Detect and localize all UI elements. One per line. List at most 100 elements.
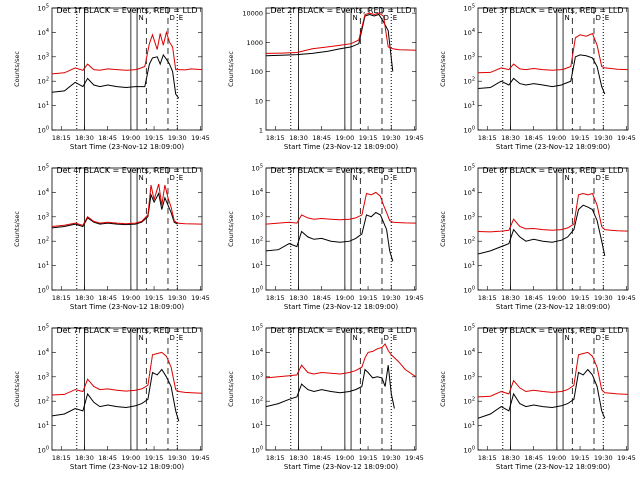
time-marker-label: D [383,14,388,22]
x-tick-label: 18:15 [266,294,285,302]
x-tick-label: 19:45 [405,454,424,462]
time-marker-label: E [393,174,397,182]
y-tick-label: 100 [252,286,263,295]
y-tick-label: 101 [464,101,475,110]
y-axis-label: Counts/sec [13,371,21,407]
x-tick-label: 18:45 [524,294,543,302]
y-tick-label: 100 [38,286,49,295]
y-axis-label: Counts/sec [439,371,447,407]
y-tick-label: 101 [252,261,263,270]
x-tick-label: 18:30 [501,294,520,302]
y-tick-label: 104 [38,28,49,37]
time-marker-label: D [383,174,388,182]
plot-frame [265,167,417,291]
x-tick-label: 19:45 [617,294,636,302]
y-tick-label: 101 [464,261,475,270]
y-tick-label: 102 [38,237,49,246]
y-tick-label: 1000 [246,39,263,47]
chart-panel-1: Det 1f BLACK = Events, RED = LLD 100 101 10… [13,4,210,152]
chart-panel-8: Det 8f BLACK = Events, RED = LLD 100 101 10… [227,324,424,472]
x-tick-label: 19:00 [335,134,354,142]
y-tick-label: 104 [252,188,263,197]
chart-panel-4: Det 4f BLACK = Events, RED = LLD 100 101 10… [13,164,210,312]
x-tick-label: 18:45 [524,454,543,462]
x-axis-label: Start Time (23-Nov-12 18:09:00) [496,463,610,471]
y-tick-label: 100 [464,446,475,455]
chart-panel-5: Det 5f BLACK = Events, RED = LLD 100 101 10… [227,164,424,312]
y-tick-label: 100 [464,286,475,295]
time-marker-label: D [595,14,600,22]
y-tick-label: 102 [38,397,49,406]
chart-title: Det 9f BLACK = Events, RED = LLD [482,326,623,335]
plot-frame [477,167,629,291]
x-tick-label: 18:15 [52,134,71,142]
chart-title: Det 5f BLACK = Events, RED = LLD [270,166,411,175]
x-tick-label: 19:30 [594,294,613,302]
x-tick-label: 19:15 [571,454,590,462]
x-tick-label: 18:15 [478,454,497,462]
series-line-events [266,211,394,262]
x-tick-label: 19:45 [191,294,210,302]
y-tick-label: 1 [259,127,263,135]
time-marker-label: N [139,174,144,182]
y-tick-label: 102 [252,397,263,406]
x-axis-label: Start Time (23-Nov-12 18:09:00) [284,463,398,471]
series-line-events [478,368,606,419]
time-marker-label: N [565,334,570,342]
plot-frame [51,167,203,291]
series-line-lld [52,183,202,227]
y-tick-label: 103 [252,372,263,381]
y-tick-label: 101 [38,101,49,110]
y-tick-label: 103 [252,212,263,221]
x-tick-label: 19:45 [617,134,636,142]
x-tick-label: 19:00 [547,454,566,462]
series-line-lld [266,12,416,54]
x-tick-label: 19:45 [405,134,424,142]
plot-frame [51,327,203,451]
y-tick-label: 105 [464,164,475,173]
time-marker-label: D [169,14,174,22]
chart-title: Det 4f BLACK = Events, RED = LLD [56,166,197,175]
series-line-lld [266,343,416,379]
y-tick-label: 104 [38,348,49,357]
series-line-events [52,53,180,99]
plot-frame [265,7,417,131]
x-tick-label: 18:45 [98,294,117,302]
y-tick-label: 101 [38,421,49,430]
y-tick-label: 102 [38,77,49,86]
x-tick-label: 19:30 [594,134,613,142]
time-marker-label: D [169,174,174,182]
y-tick-label: 103 [464,212,475,221]
chart-title: Det 2f BLACK = Events, RED = LLD [270,6,411,15]
chart-panel-9: Det 9f BLACK = Events, RED = LLD 100 101 10… [439,324,636,472]
y-tick-label: 101 [38,261,49,270]
x-tick-label: 19:30 [168,294,187,302]
plot-frame [51,7,203,131]
y-tick-label: 105 [252,324,263,333]
x-tick-label: 19:30 [168,454,187,462]
x-tick-label: 19:30 [382,294,401,302]
x-tick-label: 19:00 [335,294,354,302]
x-tick-label: 19:30 [168,134,187,142]
y-tick-label: 101 [464,421,475,430]
x-tick-label: 19:15 [145,134,164,142]
series-line-lld [478,32,628,74]
time-marker-label: N [353,14,358,22]
time-marker-label: N [565,14,570,22]
y-axis-label: Counts/sec [13,51,21,87]
x-tick-label: 19:00 [121,294,140,302]
y-tick-label: 100 [464,126,475,135]
x-tick-label: 19:00 [547,134,566,142]
series-line-lld [478,351,628,398]
x-tick-label: 18:45 [524,134,543,142]
series-line-lld [478,192,628,233]
x-axis-label: Start Time (23-Nov-12 18:09:00) [496,143,610,151]
x-axis-label: Start Time (23-Nov-12 18:09:00) [70,143,184,151]
y-tick-label: 100 [251,68,263,76]
y-tick-label: 100 [38,446,49,455]
y-tick-label: 102 [464,77,475,86]
y-tick-label: 105 [252,164,263,173]
x-tick-label: 19:00 [121,454,140,462]
y-tick-label: 105 [464,324,475,333]
